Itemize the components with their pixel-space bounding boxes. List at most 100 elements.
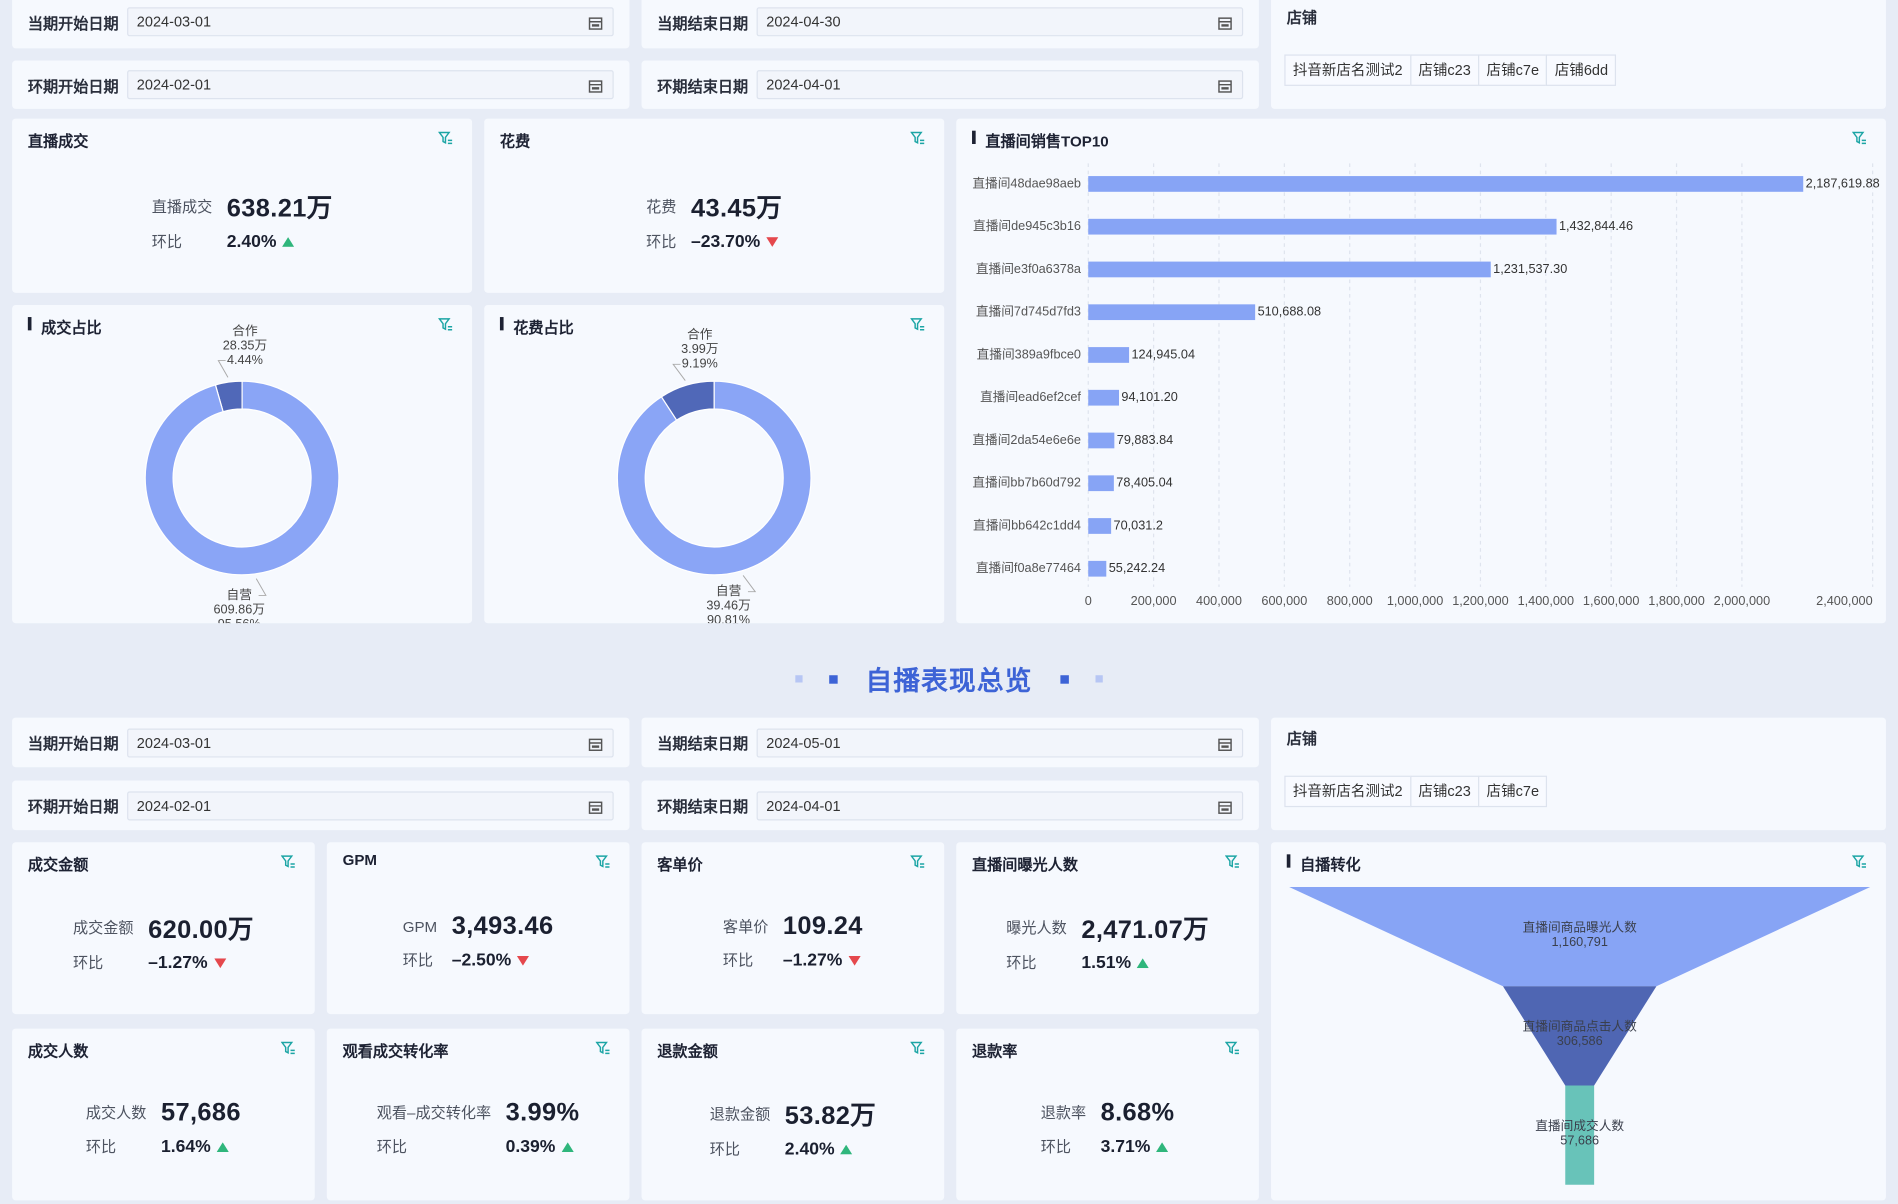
calendar-icon <box>588 738 603 751</box>
date-value: 2024-03-01 <box>136 733 212 751</box>
shop-tag: 抖音新店名测试2 <box>1284 775 1412 808</box>
filter-label: 环期结束日期 <box>657 78 749 95</box>
icon-part <box>1221 744 1229 748</box>
date-value: 2024-03-01 <box>136 13 212 31</box>
kpi-grid: 直播成交 638.21万 环比 2.40% <box>152 189 333 259</box>
kpi-grid: 成交人数 57,686 环比 1.64% <box>86 1096 241 1164</box>
icon-part <box>1221 24 1229 27</box>
kpi-value: 3.99% <box>505 1098 580 1127</box>
decor-square <box>1095 675 1103 683</box>
kpi-change-label: 环比 <box>376 1138 408 1156</box>
slice-value: 39.46万 <box>706 599 750 613</box>
kpi-change-label: 环比 <box>73 954 104 972</box>
date-input: 2024-04-01 <box>756 790 1244 820</box>
trend-arrow-shape <box>848 955 861 966</box>
filter-icon <box>595 1041 610 1055</box>
y-category-label: 直播间7d745d7fd3 <box>976 305 1081 319</box>
icon-part <box>591 744 600 748</box>
y-category-label: 直播间bb7b60d792 <box>972 476 1081 490</box>
icon-part <box>1225 855 1238 868</box>
funnel-stage-value: 1,160,791 <box>1551 935 1607 949</box>
x-tick-label: 2,400,000 <box>1816 594 1872 608</box>
kpi-label: 曝光人数 <box>1006 919 1067 937</box>
leader-line <box>217 360 229 378</box>
shop-tag: 抖音新店名测试2 <box>1284 54 1412 86</box>
trend-arrow-shape <box>213 958 226 969</box>
kpi-value: 620.00万 <box>148 916 254 944</box>
x-tick-label: 600,000 <box>1261 594 1307 608</box>
icon-part <box>280 1041 294 1054</box>
filter-icon <box>280 1041 295 1055</box>
icon-part <box>1852 131 1865 144</box>
filter-label: 当期开始日期 <box>27 735 119 753</box>
filter-icon <box>1225 855 1239 868</box>
kpi-value: 3,493.46 <box>451 912 554 941</box>
kpi-value: 2,471.07万 <box>1081 916 1209 944</box>
kpi-label: 成交人数 <box>85 1104 147 1122</box>
bar-value-label: 1,231,537.30 <box>1493 262 1567 276</box>
bar-value-label: 55,242.24 <box>1109 561 1165 575</box>
kpi-grid: 退款金额 53.82万 环比 2.40% <box>710 1096 876 1166</box>
date-value: 2024-04-01 <box>766 796 841 814</box>
kpi-change-label: 环比 <box>402 952 433 970</box>
chart-card: 花费占比 合作 3.99万 9.19% 自营 39.46万 90.81% <box>484 304 945 624</box>
kpi-change-value: 2.40% <box>226 232 277 252</box>
shop-tag: 店铺c23 <box>1409 775 1480 808</box>
date-filter: 环期开始日期 2024-02-01 <box>12 60 630 109</box>
x-tick-label: 1,400,000 <box>1518 594 1574 608</box>
kpi-change-value: 3.71% <box>1100 1137 1151 1157</box>
filter-icon <box>1225 1041 1239 1055</box>
kpi-label: 退款率 <box>1040 1104 1087 1122</box>
icon-part <box>1852 855 1865 868</box>
kpi-change-label: 环比 <box>709 1141 741 1159</box>
chart-title: 自播转化 <box>1300 856 1361 874</box>
x-tick-label: 200,000 <box>1131 594 1177 608</box>
kpi-change: 0.39% <box>506 1137 580 1157</box>
kpi-change: –2.50% <box>451 951 554 971</box>
slice-value: 3.99万 <box>681 342 718 356</box>
trend-arrow-shape <box>216 1142 229 1153</box>
bar-value-label: 94,101.20 <box>1121 390 1177 404</box>
title-bar <box>499 317 504 331</box>
trend-arrow-shape <box>766 237 779 247</box>
trend-arrow <box>517 955 530 966</box>
icon-part <box>1218 17 1232 30</box>
kpi-change: 1.64% <box>161 1137 241 1157</box>
slice-name: 合作 <box>232 324 258 338</box>
kpi-change-value: –2.50% <box>451 951 512 971</box>
title-bar <box>1286 854 1291 868</box>
filter-icon <box>280 855 295 868</box>
bar <box>1088 475 1114 492</box>
kpi-label: 观看–成交转化率 <box>376 1104 492 1122</box>
kpi-block: 退款金额 53.82万 环比 2.40% <box>642 1096 945 1166</box>
funnel-stage <box>1565 1085 1595 1185</box>
trend-arrow-shape <box>1156 1142 1169 1153</box>
icon-part <box>591 87 600 90</box>
date-value: 2024-04-30 <box>766 13 841 31</box>
kpi-card: 退款金额 退款金额 53.82万 环比 2.40% <box>641 1028 945 1201</box>
kpi-change-label: 环比 <box>1006 954 1037 972</box>
filter-label: 环期开始日期 <box>27 798 119 816</box>
y-category-label: 直播间48dae98aeb <box>972 176 1081 190</box>
decor-square <box>795 675 803 683</box>
filter-icon <box>910 855 925 868</box>
shop-tags: 抖音新店名测试2 店铺c23 店铺c7e 店铺6dd <box>1284 54 1617 86</box>
filter-label: 当期结束日期 <box>657 15 749 33</box>
icon-part <box>588 800 603 814</box>
chart-card: 直播间销售TOP10 0 200,000 400,000 600,000 800,000 1… <box>956 118 1886 624</box>
trend-arrow <box>561 1142 574 1153</box>
kpi-block: 曝光人数 2,471.07万 环比 1.51% <box>956 910 1259 980</box>
icon-part <box>588 738 603 751</box>
bar-value-label: 78,405.04 <box>1116 476 1172 490</box>
shop-label: 店铺 <box>1286 9 1318 27</box>
filter-icon <box>438 131 453 145</box>
date-filter: 当期结束日期 2024-05-01 <box>641 717 1259 768</box>
bar-value-label: 1,432,844.46 <box>1559 219 1633 233</box>
trend-arrow-shape <box>517 955 530 966</box>
date-filter: 当期开始日期 2024-03-01 <box>12 717 630 768</box>
x-tick-label: 2,000,000 <box>1714 594 1770 608</box>
slice-name: 自营 <box>227 588 252 602</box>
kpi-card: 花费 花费 43.45万 环比 –23.70% <box>484 118 945 293</box>
trend-arrow-shape <box>561 1142 574 1153</box>
filter-label: 当期结束日期 <box>657 735 749 753</box>
